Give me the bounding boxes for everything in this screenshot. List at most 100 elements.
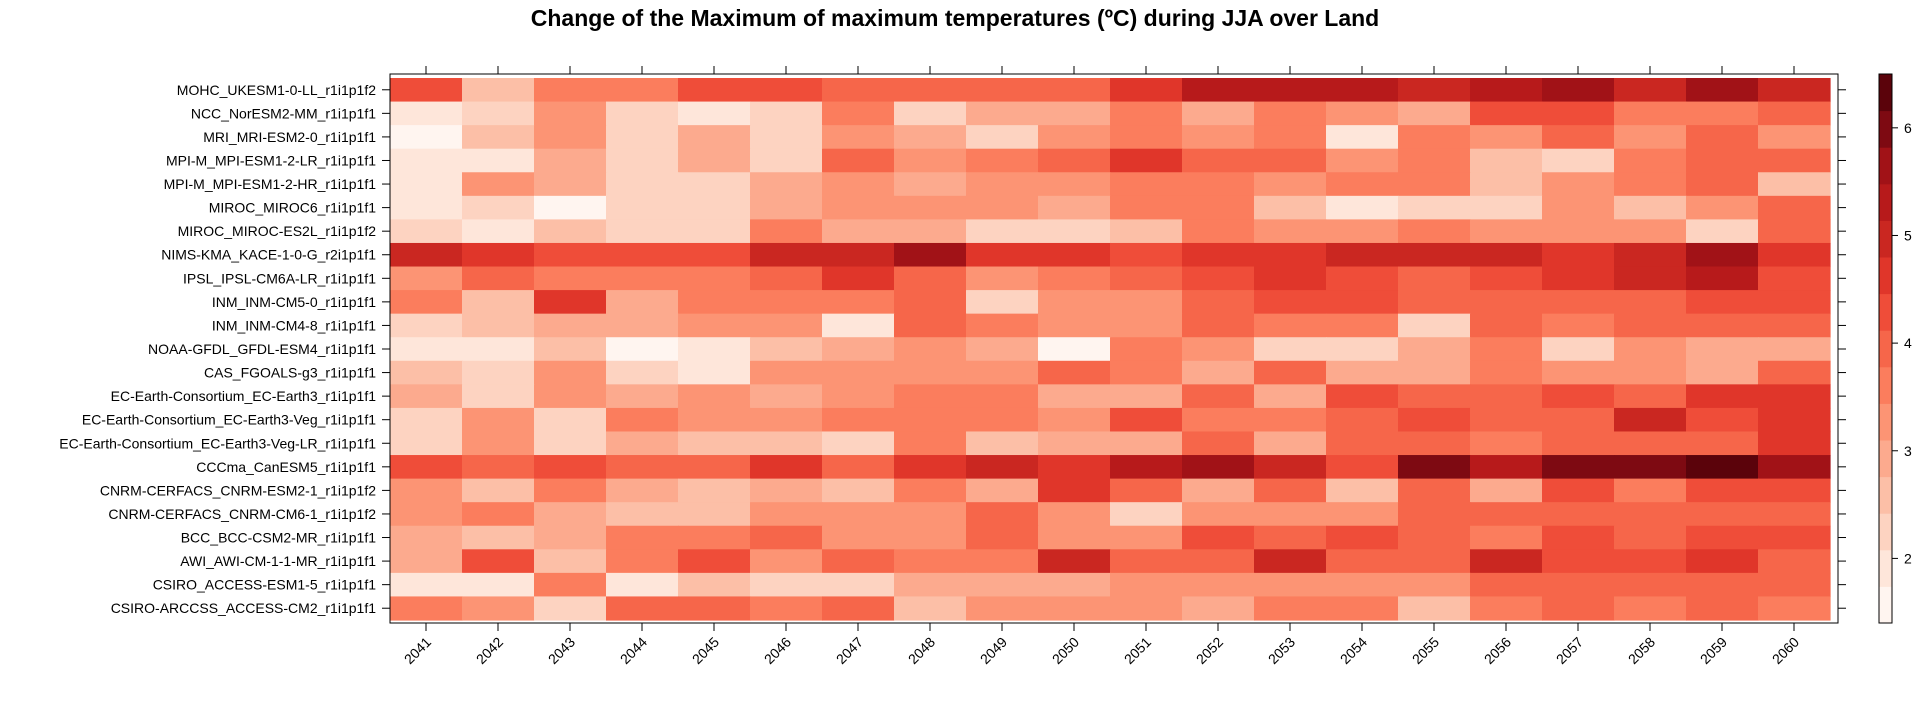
heatmap-cell — [1110, 596, 1183, 621]
x-tick-label: 2049 — [977, 634, 1010, 667]
heatmap-cell — [1398, 549, 1471, 574]
heatmap-cell — [1686, 148, 1759, 173]
heatmap-cell — [822, 337, 895, 362]
heatmap-cell — [1758, 360, 1831, 385]
heatmap-cell — [1542, 431, 1615, 456]
heatmap-cell — [1542, 572, 1615, 598]
colorbar-swatch — [1879, 183, 1892, 221]
heatmap-cell — [534, 431, 607, 456]
heatmap-cell — [1758, 407, 1831, 433]
heatmap-cell — [678, 78, 751, 103]
heatmap-cell — [534, 525, 607, 550]
heatmap-cell — [894, 242, 967, 268]
heatmap-cell — [1614, 360, 1687, 385]
heatmap-cell — [894, 478, 967, 503]
colorbar-swatch — [1879, 586, 1892, 624]
heatmap-cell — [1038, 172, 1111, 197]
heatmap-cell — [822, 549, 895, 574]
heatmap-cell — [1110, 290, 1183, 315]
heatmap-cell — [462, 337, 535, 362]
heatmap-cell — [1542, 455, 1615, 480]
heatmap-cell — [1758, 148, 1831, 173]
heatmap-cell — [462, 502, 535, 527]
colorbar-tick-label: 5 — [1904, 227, 1912, 243]
heatmap-cell — [1326, 407, 1399, 433]
heatmap-cell — [1038, 313, 1111, 338]
heatmap-cell — [390, 549, 463, 574]
x-tick-label: 2043 — [545, 634, 578, 667]
heatmap-cell — [678, 266, 751, 291]
heatmap-cell — [1326, 431, 1399, 456]
heatmap-cell — [966, 478, 1039, 503]
heatmap-cell — [606, 384, 679, 409]
heatmap-cell — [966, 596, 1039, 621]
x-tick-label: 2060 — [1769, 634, 1802, 667]
heatmap-cell — [1398, 431, 1471, 456]
heatmap-cell — [1398, 502, 1471, 527]
heatmap-cell — [1542, 148, 1615, 173]
heatmap-cell — [1182, 572, 1255, 598]
x-tick-label: 2045 — [689, 634, 722, 667]
heatmap-cell — [1758, 219, 1831, 244]
heatmap-cell — [1254, 455, 1327, 480]
heatmap-cell — [1110, 78, 1183, 103]
heatmap-cell — [606, 478, 679, 503]
heatmap-cell — [1254, 525, 1327, 550]
x-tick-label: 2042 — [473, 634, 506, 667]
heatmap-cell — [390, 195, 463, 220]
heatmap-cell — [1542, 360, 1615, 385]
y-tick-label: CCCma_CanESM5_r1i1p1f1 — [196, 459, 376, 475]
y-tick-label: EC-Earth-Consortium_EC-Earth3-Veg-LR_r1i… — [59, 435, 376, 451]
heatmap-cell — [390, 455, 463, 480]
heatmap-cell — [1254, 384, 1327, 409]
heatmap-cell — [1614, 266, 1687, 291]
heatmap-cell — [1470, 313, 1543, 338]
heatmap-cell — [822, 266, 895, 291]
heatmap-cell — [822, 313, 895, 338]
heatmap-cell — [894, 431, 967, 456]
heatmap-cell — [1614, 313, 1687, 338]
heatmap-cell — [390, 478, 463, 503]
heatmap-cell — [1542, 502, 1615, 527]
heatmap-cell — [534, 478, 607, 503]
heatmap-cell — [966, 266, 1039, 291]
heatmap-cell — [534, 360, 607, 385]
heatmap-cell — [1470, 572, 1543, 598]
heatmap-cell — [894, 407, 967, 433]
heatmap-cell — [1326, 502, 1399, 527]
heatmap-cell — [894, 360, 967, 385]
heatmap-cell — [390, 572, 463, 598]
heatmap-cell — [1182, 337, 1255, 362]
x-tick-label: 2046 — [761, 634, 794, 667]
heatmap-cell — [534, 148, 607, 173]
y-tick-label: CSIRO-ARCCSS_ACCESS-CM2_r1i1p1f1 — [111, 600, 377, 616]
heatmap-cell — [678, 148, 751, 173]
heatmap-cell — [1686, 407, 1759, 433]
heatmap-cell — [966, 549, 1039, 574]
heatmap-cell — [1254, 290, 1327, 315]
heatmap-cell — [750, 549, 823, 574]
heatmap-cell — [390, 101, 463, 126]
heatmap-cell — [822, 455, 895, 480]
heatmap-cell — [1326, 101, 1399, 126]
heatmap-cell — [1470, 478, 1543, 503]
heatmap-cell — [966, 572, 1039, 598]
heatmap-cell — [462, 313, 535, 338]
x-tick-label: 2055 — [1409, 634, 1442, 667]
heatmap-cell — [462, 290, 535, 315]
heatmap-cell — [678, 242, 751, 268]
heatmap-cell — [894, 125, 967, 150]
heatmap-cell — [1326, 549, 1399, 574]
heatmap-cell — [462, 148, 535, 173]
heatmap-cell — [1470, 596, 1543, 621]
colorbar-swatch — [1879, 220, 1892, 258]
heatmap-cell — [1182, 384, 1255, 409]
heatmap-cell — [1470, 78, 1543, 103]
heatmap-cell — [1326, 242, 1399, 268]
heatmap-cell — [606, 172, 679, 197]
heatmap-cell — [750, 455, 823, 480]
heatmap-cell — [1110, 125, 1183, 150]
heatmap-cell — [1614, 431, 1687, 456]
heatmap-cell — [1758, 290, 1831, 315]
heatmap-cell — [1326, 78, 1399, 103]
